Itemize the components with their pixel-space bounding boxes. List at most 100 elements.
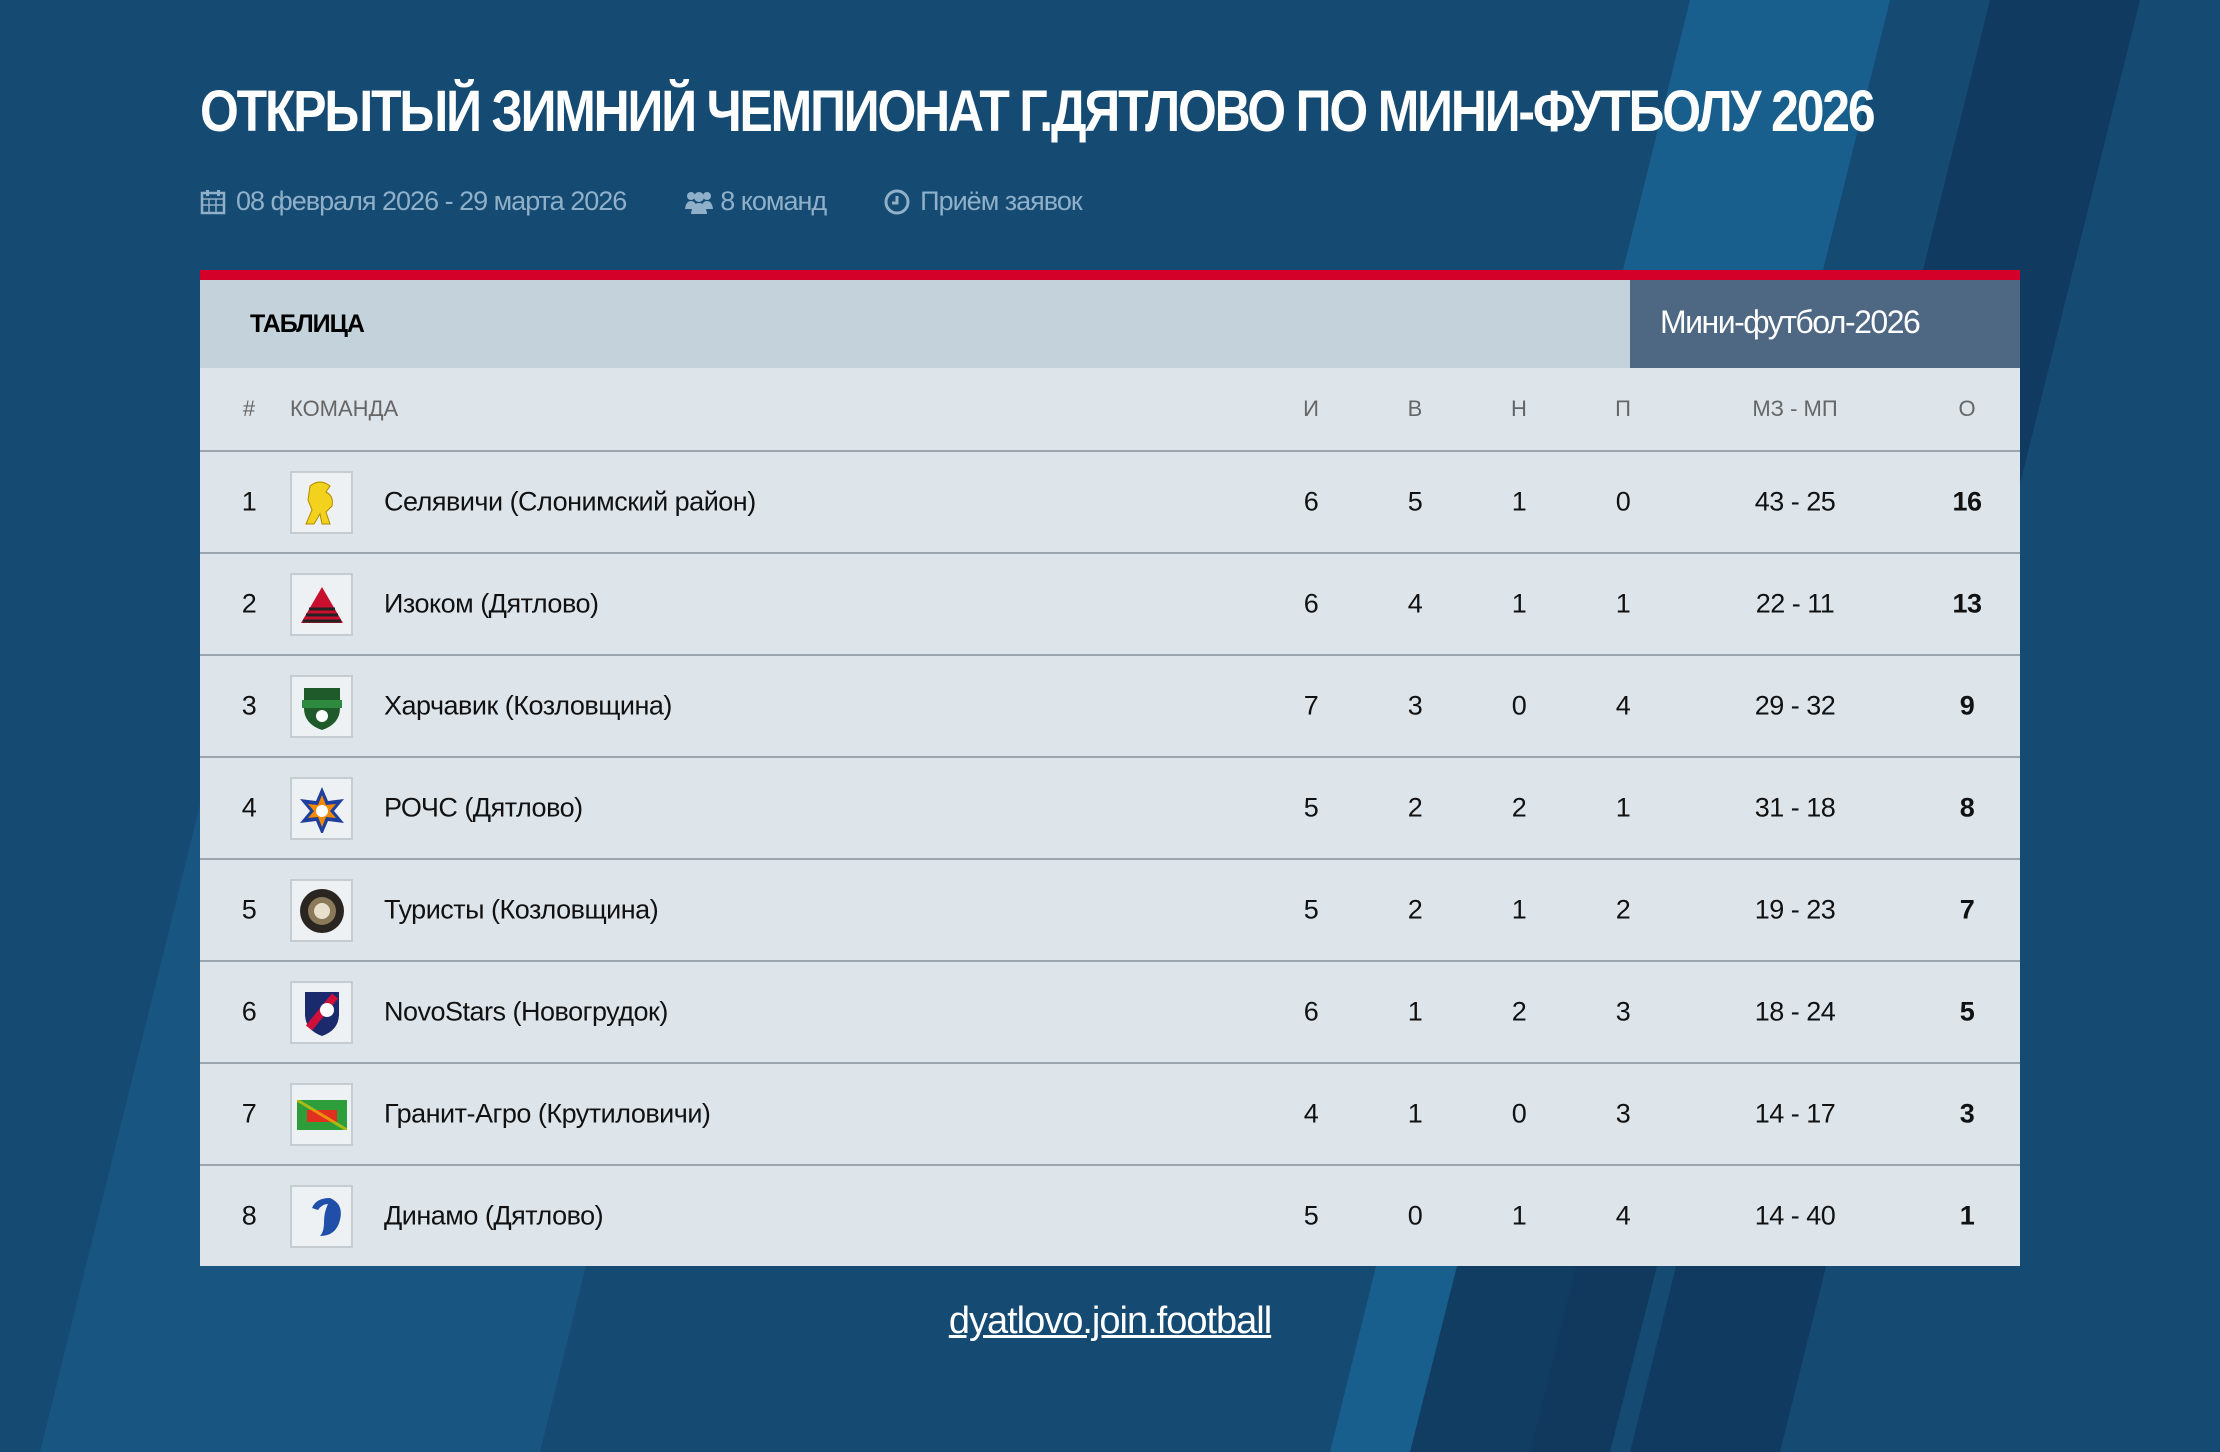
- drawn: 0: [1511, 690, 1527, 721]
- team-name[interactable]: РОЧС (Дятлово): [384, 792, 583, 823]
- team-logo shield-logo: [290, 675, 353, 738]
- points: 16: [1952, 486, 1982, 517]
- footer: dyatlovo.join.football: [0, 1300, 2220, 1343]
- col-goals: МЗ - МП: [1752, 396, 1838, 421]
- won: 5: [1407, 486, 1423, 517]
- won: 3: [1407, 690, 1423, 721]
- col-team: КОМАНДА: [290, 396, 399, 421]
- team-logo round-badge-logo: [290, 879, 353, 942]
- points: 8: [1959, 792, 1975, 823]
- table-row[interactable]: 1 Селявичи (Слонимский район) 6 5 1 0 43 - 25 1…: [200, 450, 2020, 552]
- team-logo shield-ball-logo: [290, 981, 353, 1044]
- tab-season[interactable]: Мини-футбол-2026: [1630, 280, 2020, 368]
- drawn: 1: [1511, 486, 1527, 517]
- row-pos: 2: [241, 588, 257, 619]
- team-logo lion-crest-logo: [290, 471, 353, 534]
- team-name[interactable]: NovoStars (Новогрудок): [384, 996, 668, 1027]
- lost: 1: [1615, 792, 1631, 823]
- won: 4: [1407, 588, 1423, 619]
- goals: 18 - 24: [1754, 996, 1836, 1027]
- played: 5: [1303, 894, 1319, 925]
- col-points: О: [1958, 396, 1976, 421]
- row-pos: 8: [241, 1200, 257, 1231]
- points: 5: [1959, 996, 1975, 1027]
- table-header-band: ТАБЛИЦА Мини-футбол-2026: [200, 280, 2020, 368]
- points: 7: [1959, 894, 1975, 925]
- lost: 3: [1615, 996, 1631, 1027]
- drawn: 1: [1511, 1200, 1527, 1231]
- col-pos: #: [242, 396, 256, 421]
- standings-table: ТАБЛИЦА Мини-футбол-2026 # КОМАНДА И В Н…: [200, 270, 2020, 1266]
- table-label: ТАБЛИЦА: [250, 310, 365, 338]
- lost: 2: [1615, 894, 1631, 925]
- teams-count: 8 команд: [720, 186, 827, 216]
- row-pos: 3: [241, 690, 257, 721]
- drawn: 1: [1511, 588, 1527, 619]
- site-link[interactable]: dyatlovo.join.football: [948, 1300, 1272, 1342]
- clock-icon: [884, 189, 910, 215]
- lost: 0: [1615, 486, 1631, 517]
- dates-text: 08 февраля 2026 - 29 марта 2026: [236, 186, 627, 216]
- team-name[interactable]: Селявичи (Слонимский район): [384, 486, 756, 517]
- lost: 1: [1615, 588, 1631, 619]
- won: 1: [1407, 996, 1423, 1027]
- row-pos: 1: [241, 486, 257, 517]
- goals: 29 - 32: [1754, 690, 1836, 721]
- table-row[interactable]: 6 NovoStars (Новогрудок) 6 1 2 3 18 - 24 5: [200, 960, 2020, 1062]
- team-name[interactable]: Изоком (Дятлово): [384, 588, 599, 619]
- drawn: 2: [1511, 792, 1527, 823]
- row-pos: 4: [241, 792, 257, 823]
- table-row[interactable]: 5 Туристы (Козловщина) 5 2 1 2 19 - 23 7: [200, 858, 2020, 960]
- points: 1: [1959, 1200, 1975, 1231]
- page-title: ОТКРЫТЫЙ ЗИМНИЙ ЧЕМПИОНАТ Г.ДЯТЛОВО ПО М…: [200, 79, 1876, 144]
- goals: 43 - 25: [1754, 486, 1836, 517]
- calendar-icon: [200, 189, 226, 215]
- points: 3: [1959, 1098, 1975, 1129]
- goals: 22 - 11: [1755, 588, 1835, 619]
- table-row[interactable]: 3 Харчавик (Козловщина) 7 3 0 4 29 - 32 9: [200, 654, 2020, 756]
- col-drawn: Н: [1511, 396, 1527, 421]
- team-name[interactable]: Динамо (Дятлово): [384, 1200, 604, 1231]
- meta-teams: 8 команд: [684, 186, 827, 217]
- meta-dates: 08 февраля 2026 - 29 марта 2026: [200, 186, 627, 217]
- col-won: В: [1407, 396, 1423, 421]
- points: 13: [1952, 588, 1982, 619]
- won: 2: [1407, 894, 1423, 925]
- accent-bar: [200, 270, 2020, 280]
- won: 0: [1407, 1200, 1423, 1231]
- team-logo dynamo-logo: [290, 1185, 353, 1248]
- table-row[interactable]: 7 Гранит-Агро (Крутиловичи) 4 1 0 3 14 - 17 3: [200, 1062, 2020, 1164]
- status-text: Приём заявок: [920, 186, 1082, 216]
- table-row[interactable]: 4 РОЧС (Дятлово) 5 2 2 1 31 - 18 8: [200, 756, 2020, 858]
- played: 5: [1303, 792, 1319, 823]
- goals: 14 - 40: [1754, 1200, 1836, 1231]
- played: 5: [1303, 1200, 1319, 1231]
- played: 6: [1303, 486, 1319, 517]
- played: 6: [1303, 588, 1319, 619]
- tournament-meta: 08 февраля 2026 - 29 марта 2026 8 команд…: [200, 186, 1083, 217]
- table-body: 1 Селявичи (Слонимский район) 6 5 1 0 43 - 25 1…: [200, 450, 2020, 1266]
- played: 4: [1303, 1098, 1319, 1129]
- lost: 4: [1615, 690, 1631, 721]
- team-logo flag-logo: [290, 1083, 353, 1146]
- team-logo star-emblem-logo: [290, 777, 353, 840]
- played: 7: [1303, 690, 1319, 721]
- row-pos: 5: [241, 894, 257, 925]
- lost: 3: [1615, 1098, 1631, 1129]
- col-played: И: [1303, 396, 1319, 421]
- row-pos: 6: [241, 996, 257, 1027]
- team-name[interactable]: Туристы (Козловщина): [384, 894, 659, 925]
- points: 9: [1959, 690, 1975, 721]
- lost: 4: [1615, 1200, 1631, 1231]
- table-row[interactable]: 8 Динамо (Дятлово) 5 0 1 4 14 - 40 1: [200, 1164, 2020, 1266]
- goals: 31 - 18: [1754, 792, 1836, 823]
- users-icon: [684, 189, 714, 215]
- drawn: 0: [1511, 1098, 1527, 1129]
- team-name[interactable]: Харчавик (Козловщина): [384, 690, 672, 721]
- team-logo triangle-logo: [290, 573, 353, 636]
- meta-status: Приём заявок: [884, 186, 1083, 217]
- table-row[interactable]: 2 Изоком (Дятлово) 6 4 1 1 22 - 11 13: [200, 552, 2020, 654]
- team-name[interactable]: Гранит-Агро (Крутиловичи): [384, 1098, 711, 1129]
- goals: 19 - 23: [1754, 894, 1836, 925]
- row-pos: 7: [241, 1098, 257, 1129]
